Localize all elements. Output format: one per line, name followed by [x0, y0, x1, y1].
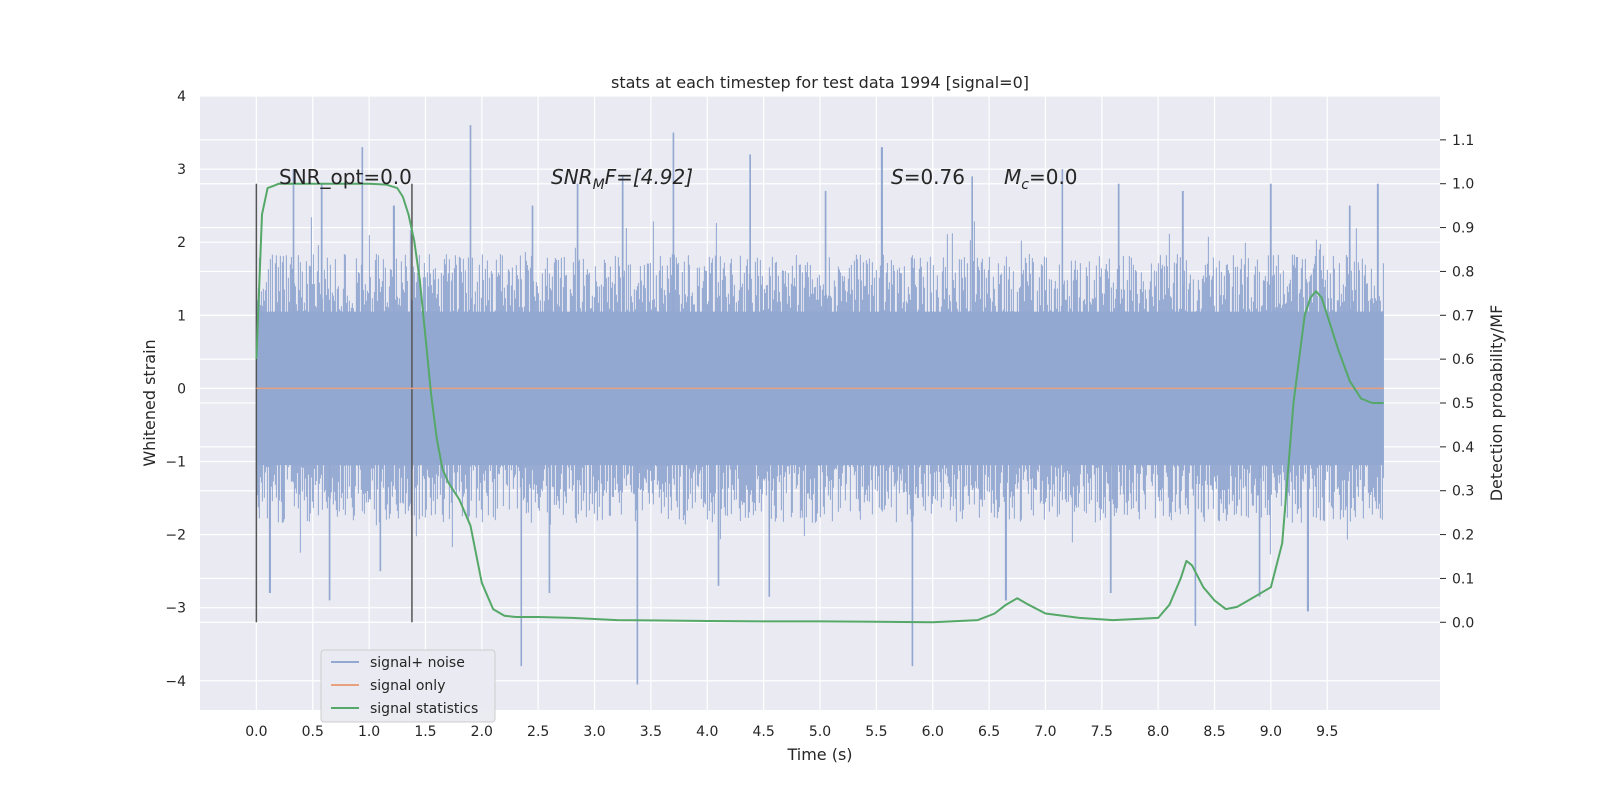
x-axis-label: Time (s): [786, 745, 852, 764]
x-tick-label: 0.5: [302, 724, 324, 740]
chart-title: stats at each timestep for test data 199…: [611, 73, 1029, 92]
annotations: SNR_opt=0.0 SNRMF=[4.92] S=0.76 Mc=0.0: [279, 165, 1078, 193]
y2-tick-label: 0.6: [1452, 352, 1474, 368]
x-tick-label: 6.5: [978, 724, 1000, 740]
series-signal-statistics: [255, 182, 1384, 624]
x-tick-label: 9.0: [1260, 724, 1282, 740]
x-axis: 0.0 0.5 1.0 1.5 2.0 2.5 3.0 3.5 4.0 4.5 5.0 5.5 6.0 6…: [245, 724, 1338, 740]
x-tick-label: 6.0: [922, 724, 944, 740]
annotation-s-stat: S=0.76: [891, 165, 965, 189]
y-tick-label: 4: [177, 89, 186, 105]
x-tick-label: 7.5: [1091, 724, 1113, 740]
y-tick-label: 1: [177, 308, 186, 324]
y2-tick-label: 1.1: [1452, 133, 1474, 149]
x-tick-label: 8.0: [1147, 724, 1169, 740]
x-tick-label: 1.5: [414, 724, 436, 740]
y2-tick-label: 0.1: [1452, 571, 1474, 587]
x-tick-label: 8.5: [1203, 724, 1225, 740]
legend-label-signal-only: signal only: [370, 678, 445, 694]
y2-tick-label: 0.8: [1452, 264, 1474, 280]
legend-label-signal-statistics: signal statistics: [370, 701, 478, 717]
x-tick-label: 9.5: [1316, 724, 1338, 740]
legend: signal+ noise signal only signal statist…: [320, 649, 496, 723]
y-tick-label: 2: [177, 235, 186, 251]
y2-tick-label: 0.7: [1452, 308, 1474, 324]
legend-label-signal-noise: signal+ noise: [370, 655, 465, 671]
y-tick-label: −4: [165, 674, 186, 690]
x-tick-label: 3.0: [583, 724, 605, 740]
y-tick-label: 0: [177, 381, 186, 397]
y-axis-label: Whitened strain: [140, 339, 159, 466]
series-layer: [255, 125, 1384, 685]
x-tick-label: 2.5: [527, 724, 549, 740]
x-tick-label: 3.5: [640, 724, 662, 740]
x-tick-label: 5.0: [809, 724, 831, 740]
y-tick-label: 3: [177, 162, 186, 178]
legend-box: [320, 649, 496, 723]
y2-tick-label: 0.3: [1452, 484, 1474, 500]
x-tick-label: 4.5: [753, 724, 775, 740]
x-tick-label: 5.5: [865, 724, 887, 740]
annotation-mc-stat: Mc=0.0: [1004, 165, 1078, 193]
y-tick-label: −1: [165, 454, 186, 470]
y2-tick-label: 0.4: [1452, 440, 1474, 456]
y2-tick-label: 0.9: [1452, 221, 1474, 237]
y2-tick-label: 1.0: [1452, 177, 1474, 193]
y2-tick-label: 0.0: [1452, 615, 1474, 631]
y-axis-right: 0.0 0.1 0.2 0.3 0.4 0.5 0.6 0.7 0.8 0.9 1.0 1.1: [1440, 133, 1474, 631]
y2-tick-label: 0.5: [1452, 396, 1474, 412]
x-tick-label: 0.0: [245, 724, 267, 740]
y2-axis-label: Detection probability/MF: [1487, 305, 1506, 502]
annotation-snr-mf: SNRMF=[4.92]: [551, 165, 693, 193]
x-tick-label: 2.0: [471, 724, 493, 740]
annotation-snr-opt: SNR_opt=0.0: [279, 165, 412, 189]
x-tick-label: 4.0: [696, 724, 718, 740]
y-tick-label: −3: [165, 601, 186, 617]
x-tick-label: 7.0: [1034, 724, 1056, 740]
y-tick-label: −2: [165, 528, 186, 544]
y2-tick-label: 0.2: [1452, 528, 1474, 544]
y-axis-left: −4 −3 −2 −1 0 1 2 3 4: [165, 89, 186, 690]
x-tick-label: 1.0: [358, 724, 380, 740]
